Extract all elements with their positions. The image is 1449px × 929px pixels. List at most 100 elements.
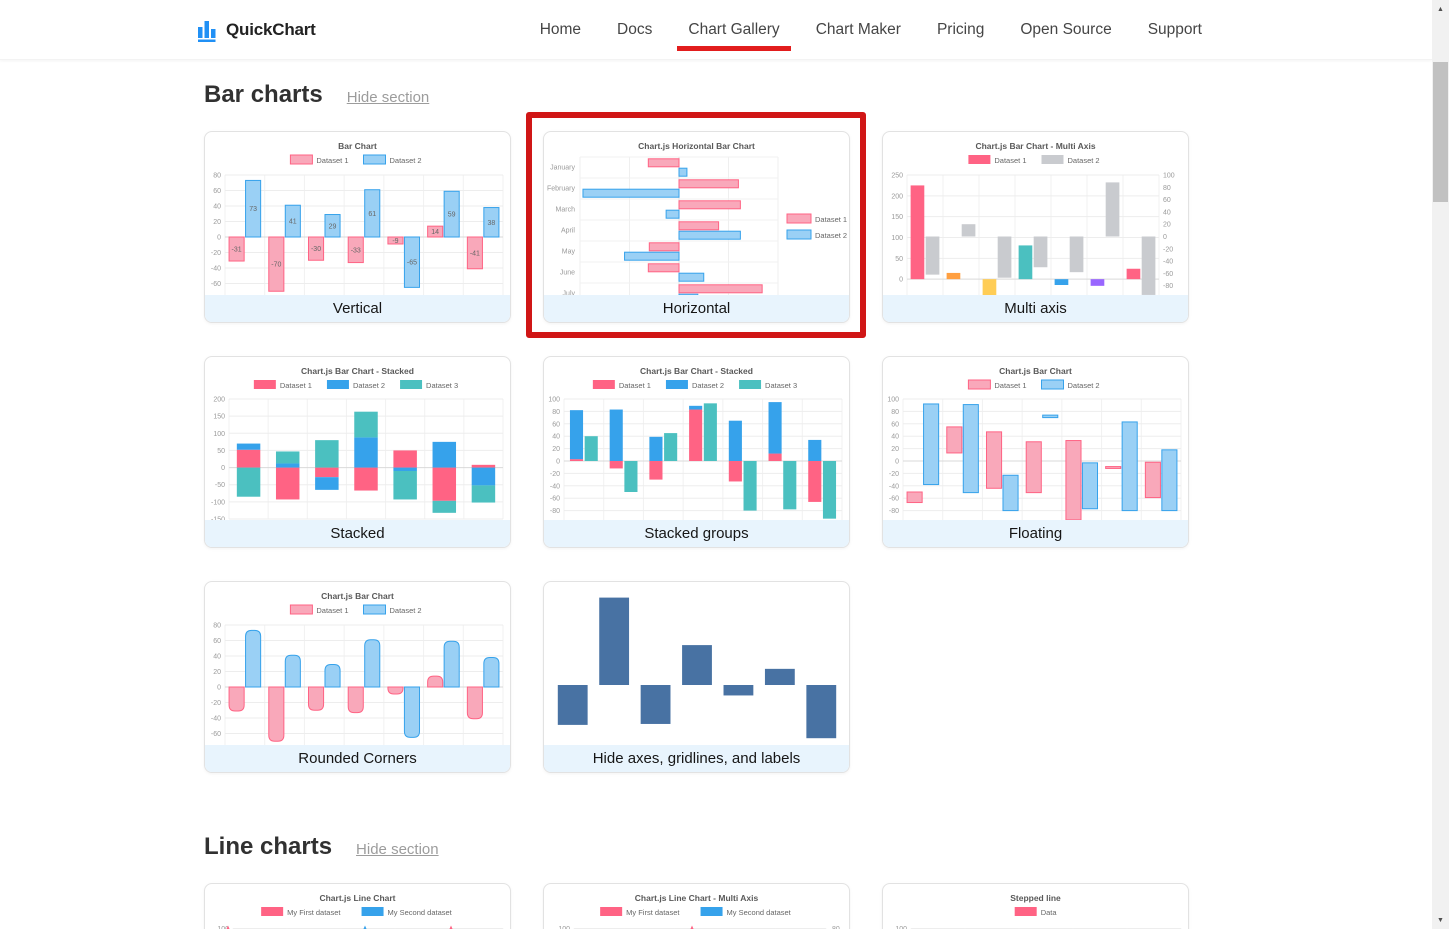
- svg-text:0: 0: [217, 235, 221, 242]
- chart-card-stacked[interactable]: Chart.js Bar Chart - Stacked Dataset 1 Dat…: [204, 356, 511, 548]
- card-caption: Horizontal: [544, 295, 849, 322]
- nav-item-pricing[interactable]: Pricing: [936, 21, 985, 38]
- svg-text:Chart.js Bar Chart: Chart.js Bar Chart: [321, 591, 394, 601]
- chart-card-horizontal[interactable]: Chart.js Horizontal Bar Chart January Febr…: [543, 131, 850, 323]
- card-caption: Floating: [883, 520, 1188, 547]
- chart-card-hide-axes[interactable]: Hide axes, gridlines, and labels: [543, 581, 850, 773]
- chart-card-stepped-line[interactable]: Stepped line Data 100: [882, 883, 1189, 929]
- svg-text:Chart.js Bar Chart: Chart.js Bar Chart: [999, 366, 1072, 376]
- svg-text:80: 80: [1163, 185, 1171, 192]
- svg-text:-100: -100: [211, 499, 225, 506]
- svg-text:40: 40: [213, 654, 221, 661]
- nav-item-support[interactable]: Support: [1147, 21, 1202, 38]
- svg-text:100: 100: [895, 926, 907, 929]
- svg-text:-40: -40: [211, 716, 221, 723]
- nav-item-home[interactable]: Home: [539, 21, 582, 38]
- svg-text:-80: -80: [889, 508, 899, 515]
- svg-text:-40: -40: [211, 266, 221, 273]
- main-nav: Home Docs Chart Gallery Chart Maker Pricing O…: [540, 0, 1202, 60]
- scrollbar[interactable]: ▲ ▼: [1432, 0, 1449, 929]
- svg-text:100: 100: [891, 235, 903, 242]
- svg-text:-70: -70: [271, 262, 281, 269]
- svg-text:Dataset 2: Dataset 2: [1068, 156, 1100, 165]
- svg-text:100: 100: [558, 926, 570, 929]
- svg-text:60: 60: [552, 421, 560, 428]
- svg-text:Dataset 1: Dataset 1: [815, 215, 847, 224]
- svg-text:150: 150: [891, 214, 903, 221]
- svg-text:80: 80: [552, 409, 560, 416]
- svg-text:February: February: [547, 186, 576, 193]
- svg-text:-20: -20: [550, 471, 560, 478]
- nav-item-open-source[interactable]: Open Source: [1020, 21, 1112, 38]
- svg-text:100: 100: [548, 397, 560, 404]
- chart-canvas-stacked-groups: Chart.js Bar Chart - Stacked Dataset 1 Dat…: [548, 366, 843, 520]
- card-caption: Stacked: [205, 520, 510, 547]
- svg-text:80: 80: [213, 623, 221, 630]
- svg-text:-60: -60: [211, 731, 221, 738]
- chart-card-line-multi-axis[interactable]: Chart.js Line Chart - Multi Axis My First…: [543, 883, 850, 929]
- svg-text:14: 14: [431, 229, 439, 236]
- svg-text:-50: -50: [215, 482, 225, 489]
- card-caption: Rounded Corners: [205, 745, 510, 772]
- scrollbar-thumb[interactable]: [1433, 62, 1448, 202]
- svg-text:0: 0: [895, 459, 899, 466]
- svg-text:38: 38: [487, 220, 495, 227]
- svg-text:40: 40: [891, 434, 899, 441]
- svg-text:29: 29: [329, 223, 337, 230]
- svg-text:-40: -40: [1163, 259, 1173, 266]
- hide-section-link[interactable]: Hide section: [346, 89, 430, 106]
- svg-text:My First dataset: My First dataset: [287, 908, 341, 917]
- svg-text:Dataset 1: Dataset 1: [280, 381, 312, 390]
- quickchart-logo[interactable]: QuickChart: [197, 0, 316, 60]
- svg-text:100: 100: [1163, 173, 1175, 180]
- chart-card-line[interactable]: Chart.js Line Chart My First dataset My Se…: [204, 883, 511, 929]
- svg-text:Dataset 2: Dataset 2: [1068, 381, 1100, 390]
- nav-item-chart-gallery[interactable]: Chart Gallery: [677, 21, 792, 51]
- svg-text:60: 60: [1163, 197, 1171, 204]
- nav-item-chart-maker[interactable]: Chart Maker: [815, 21, 901, 38]
- svg-text:-150: -150: [211, 517, 225, 521]
- bar-charts-section: Bar charts Hide section Bar Chart Dataset…: [204, 81, 1189, 773]
- logo-text: QuickChart: [226, 20, 316, 39]
- svg-text:100: 100: [887, 397, 899, 404]
- svg-text:Bar Chart: Bar Chart: [338, 141, 377, 151]
- svg-text:-20: -20: [889, 471, 899, 478]
- svg-text:Dataset 2: Dataset 2: [692, 381, 724, 390]
- svg-text:-31: -31: [232, 247, 242, 254]
- svg-text:100: 100: [217, 926, 229, 929]
- page-content: Bar charts Hide section Bar Chart Dataset…: [0, 60, 1432, 929]
- svg-text:250: 250: [891, 173, 903, 180]
- line-charts-grid: Chart.js Line Chart My First dataset My Se…: [204, 883, 1189, 929]
- svg-text:Dataset 2: Dataset 2: [390, 606, 422, 615]
- svg-text:Dataset 3: Dataset 3: [765, 381, 797, 390]
- svg-text:-33: -33: [351, 247, 361, 254]
- chart-card-multi-axis[interactable]: Chart.js Bar Chart - Multi Axis Dataset 1…: [882, 131, 1189, 323]
- line-charts-section: Line charts Hide section Chart.js Line C…: [204, 833, 1189, 929]
- svg-text:Dataset 2: Dataset 2: [815, 231, 847, 240]
- chart-canvas-multi-axis: Chart.js Bar Chart - Multi Axis Dataset 1…: [891, 141, 1175, 295]
- svg-text:40: 40: [552, 434, 560, 441]
- svg-text:Chart.js Line Chart: Chart.js Line Chart: [319, 893, 395, 903]
- svg-text:60: 60: [213, 638, 221, 645]
- svg-text:-20: -20: [211, 250, 221, 257]
- scrollbar-up-button[interactable]: ▲: [1437, 5, 1444, 13]
- svg-text:Data: Data: [1041, 908, 1058, 917]
- svg-text:50: 50: [895, 256, 903, 263]
- hide-section-link[interactable]: Hide section: [356, 841, 439, 858]
- chart-card-stacked-groups[interactable]: Chart.js Bar Chart - Stacked Dataset 1 Dat…: [543, 356, 850, 548]
- svg-text:My Second dataset: My Second dataset: [388, 908, 453, 917]
- bar-chart-logo-icon: [198, 20, 216, 42]
- section-heading: Bar charts: [204, 81, 323, 108]
- line-charts-section-header: Line charts Hide section: [204, 833, 1189, 861]
- svg-text:60: 60: [891, 421, 899, 428]
- scrollbar-down-button[interactable]: ▼: [1437, 916, 1444, 924]
- svg-text:-60: -60: [889, 496, 899, 503]
- nav-item-docs[interactable]: Docs: [617, 21, 653, 38]
- svg-text:June: June: [560, 270, 575, 277]
